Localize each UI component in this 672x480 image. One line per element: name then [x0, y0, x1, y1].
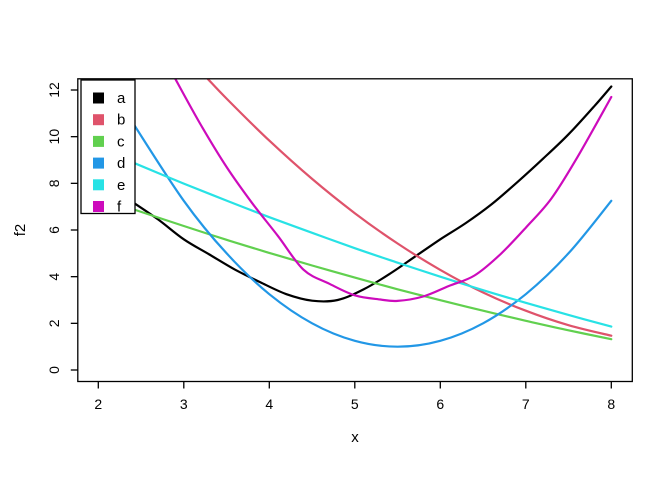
legend-swatch-e: [93, 179, 104, 191]
y-tick-label: 8: [46, 179, 62, 187]
legend-swatch-d: [93, 157, 104, 169]
y-tick-label: 10: [46, 129, 62, 145]
y-tick-label: 2: [46, 319, 62, 327]
curve-d: [131, 121, 613, 348]
legend-swatch-f: [93, 201, 104, 212]
series-curves: [131, 78, 613, 348]
curve-e: [131, 161, 613, 328]
curve-c: [131, 207, 613, 341]
y-tick-label: 4: [46, 273, 62, 281]
legend-swatch-c: [93, 135, 104, 147]
plot-border: [77, 78, 633, 383]
y-tick-label: 12: [46, 82, 62, 98]
x-tick-label: 8: [607, 396, 615, 412]
legend-label-d: d: [117, 155, 125, 172]
legend-box: [80, 79, 136, 215]
legend-label-b: b: [117, 112, 125, 129]
x-axis-title: x: [351, 429, 359, 446]
x-tick-label: 5: [351, 396, 359, 412]
x-tick-label: 7: [522, 396, 530, 412]
axis-ticks: 2 3 4 5 6 7 8 0 2 4 6 8 10 12: [46, 82, 615, 412]
legend-label-c: c: [117, 133, 125, 150]
curve-b: [206, 78, 613, 337]
y-tick-label: 6: [46, 226, 62, 234]
curve-a: [131, 85, 613, 303]
x-tick-label: 6: [436, 396, 444, 412]
curve-f: [174, 78, 613, 303]
legend-label-e: e: [117, 177, 125, 194]
legend-swatch-b: [93, 114, 104, 126]
y-tick-label: 0: [46, 366, 62, 374]
legend-label-a: a: [117, 90, 126, 107]
x-tick-label: 2: [94, 396, 102, 412]
legend-label-f: f: [117, 199, 122, 216]
y-axis-title: f2: [12, 224, 29, 237]
x-tick-label: 3: [180, 396, 188, 412]
x-tick-label: 4: [265, 396, 273, 412]
legend-swatch-a: [93, 92, 104, 104]
